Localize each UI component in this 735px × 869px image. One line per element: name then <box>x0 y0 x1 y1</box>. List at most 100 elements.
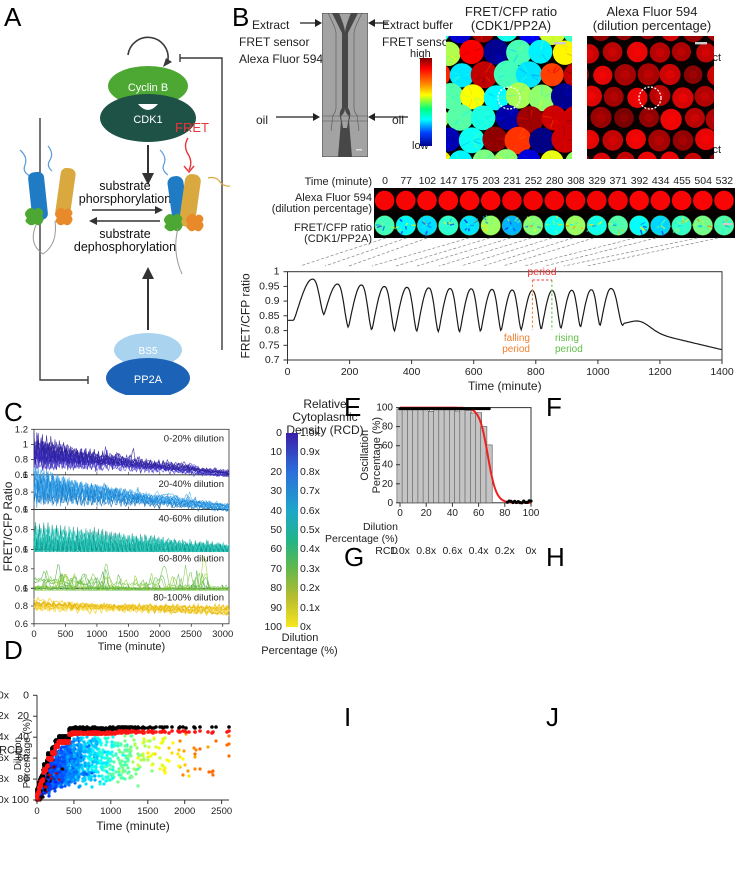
svg-text:dephosphorylation: dephosphorylation <box>74 240 176 254</box>
svg-text:1000: 1000 <box>586 366 610 378</box>
svg-text:20: 20 <box>382 479 394 490</box>
svg-text:600: 600 <box>465 366 483 378</box>
svg-text:1400: 1400 <box>710 366 734 378</box>
svg-text:Time (minute): Time (minute) <box>96 819 170 833</box>
svg-text:0.75: 0.75 <box>259 339 280 351</box>
svg-text:Cyclin B: Cyclin B <box>128 82 168 94</box>
svg-text:BS5: BS5 <box>139 346 158 357</box>
svg-text:0.8: 0.8 <box>15 455 28 466</box>
svg-text:Time (minute): Time (minute) <box>98 641 165 653</box>
svg-text:0.8: 0.8 <box>265 325 280 337</box>
svg-text:RCD: RCD <box>0 745 23 757</box>
svg-text:100: 100 <box>523 508 540 519</box>
svg-text:1200: 1200 <box>648 366 672 378</box>
svg-text:20: 20 <box>17 710 29 722</box>
svg-text:Dilution: Dilution <box>13 737 24 770</box>
svg-text:0.4x: 0.4x <box>0 731 10 743</box>
svg-text:substrate: substrate <box>99 179 150 193</box>
svg-text:0.95: 0.95 <box>259 280 280 292</box>
svg-text:0: 0 <box>285 366 291 378</box>
svg-text:period: period <box>502 344 530 355</box>
svg-text:800: 800 <box>527 366 545 378</box>
svg-text:20: 20 <box>421 508 433 519</box>
svg-text:1500: 1500 <box>137 806 158 817</box>
svg-text:100: 100 <box>11 794 29 806</box>
svg-text:0.6x: 0.6x <box>0 752 10 764</box>
svg-text:0.2x: 0.2x <box>495 545 516 557</box>
svg-text:1000: 1000 <box>100 806 121 817</box>
svg-text:0: 0 <box>34 806 39 817</box>
svg-text:0x: 0x <box>0 689 10 701</box>
svg-text:0.8: 0.8 <box>15 564 28 575</box>
svg-text:Dilution: Dilution <box>363 521 398 533</box>
svg-text:500: 500 <box>58 629 74 640</box>
svg-text:2500: 2500 <box>211 806 232 817</box>
svg-text:40: 40 <box>447 508 459 519</box>
svg-text:Time (minute): Time (minute) <box>468 379 542 393</box>
svg-text:0.85: 0.85 <box>259 310 280 322</box>
svg-text:0.6: 0.6 <box>15 544 28 555</box>
svg-text:1: 1 <box>23 544 28 555</box>
svg-text:1: 1 <box>23 470 28 481</box>
svg-text:0.8x: 0.8x <box>416 545 437 557</box>
svg-text:1: 1 <box>23 583 28 594</box>
svg-text:0: 0 <box>31 629 36 640</box>
svg-text:0.9: 0.9 <box>265 295 280 307</box>
svg-text:Oscillation: Oscillation <box>359 430 371 481</box>
svg-text:0-20% dilution: 0-20% dilution <box>164 433 224 444</box>
svg-text:PP2A: PP2A <box>134 374 163 386</box>
svg-text:60-80% dilution: 60-80% dilution <box>159 553 225 564</box>
svg-text:40-60% dilution: 40-60% dilution <box>159 514 225 525</box>
svg-text:60: 60 <box>17 752 29 764</box>
svg-text:falling: falling <box>504 333 530 344</box>
svg-text:0.6: 0.6 <box>15 583 28 594</box>
svg-text:40: 40 <box>382 460 394 471</box>
svg-text:0: 0 <box>397 508 403 519</box>
svg-text:2000: 2000 <box>149 629 170 640</box>
svg-text:0: 0 <box>23 689 29 701</box>
svg-text:FRET/CFP ratio: FRET/CFP ratio <box>239 273 253 358</box>
svg-text:0.6: 0.6 <box>15 470 28 481</box>
svg-text:period: period <box>527 266 556 278</box>
svg-text:0: 0 <box>387 498 393 509</box>
svg-text:FRET/CFP Ratio: FRET/CFP Ratio <box>1 481 15 571</box>
svg-text:rising: rising <box>555 333 579 344</box>
svg-text:40: 40 <box>17 731 29 743</box>
svg-text:60: 60 <box>382 441 394 452</box>
svg-text:RCD: RCD <box>375 545 398 557</box>
svg-text:0.6: 0.6 <box>15 505 28 516</box>
svg-text:400: 400 <box>403 366 421 378</box>
svg-text:CDK1: CDK1 <box>133 114 162 126</box>
svg-text:0.6x: 0.6x <box>442 545 463 557</box>
svg-text:FRET: FRET <box>175 120 209 135</box>
svg-text:0.2x: 0.2x <box>0 710 10 722</box>
svg-text:20-40% dilution: 20-40% dilution <box>159 479 225 490</box>
svg-text:0x: 0x <box>525 545 537 557</box>
svg-text:2000: 2000 <box>174 806 195 817</box>
svg-text:80: 80 <box>17 773 29 785</box>
svg-text:phorsphorylation: phorsphorylation <box>79 192 171 206</box>
svg-text:2500: 2500 <box>181 629 202 640</box>
svg-text:0.6: 0.6 <box>15 619 28 630</box>
svg-text:1500: 1500 <box>118 629 139 640</box>
svg-text:60: 60 <box>473 508 485 519</box>
svg-text:3000: 3000 <box>212 629 233 640</box>
svg-text:0.8: 0.8 <box>15 524 28 535</box>
svg-text:Percentage (%): Percentage (%) <box>22 719 33 788</box>
svg-text:1.0x: 1.0x <box>390 545 411 557</box>
svg-text:1: 1 <box>23 440 28 451</box>
svg-text:1.0x: 1.0x <box>0 794 10 806</box>
svg-text:0.7: 0.7 <box>265 354 280 366</box>
svg-text:0.8: 0.8 <box>15 601 28 612</box>
svg-text:0.8x: 0.8x <box>0 773 10 785</box>
svg-text:80-100% dilution: 80-100% dilution <box>153 592 224 603</box>
svg-text:80: 80 <box>499 508 511 519</box>
svg-text:200: 200 <box>341 366 359 378</box>
svg-text:1: 1 <box>23 505 28 516</box>
svg-text:substrate: substrate <box>99 227 150 241</box>
svg-text:500: 500 <box>66 806 82 817</box>
svg-text:1: 1 <box>274 266 280 278</box>
svg-text:0.4x: 0.4x <box>469 545 490 557</box>
svg-text:period: period <box>555 344 583 355</box>
svg-text:1000: 1000 <box>86 629 107 640</box>
